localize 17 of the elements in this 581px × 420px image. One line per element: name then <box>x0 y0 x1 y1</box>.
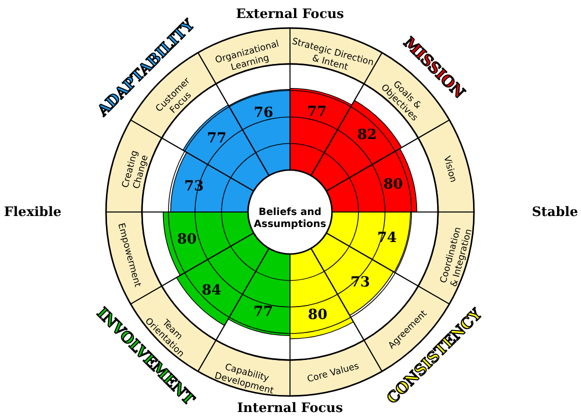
text: Internal Focus <box>237 401 343 416</box>
text: Stable <box>532 205 578 220</box>
text: Beliefs and Assumptions <box>254 207 326 230</box>
data-label: 80 <box>383 176 404 192</box>
data-label: 82 <box>357 126 377 143</box>
category-label: Vision <box>441 155 458 184</box>
data-label: 84 <box>202 282 222 299</box>
data-label: 80 <box>308 307 328 324</box>
text: External Focus <box>236 7 344 22</box>
data-label: 73 <box>350 274 370 290</box>
data-label: 77 <box>253 304 273 320</box>
data-label: 80 <box>177 232 197 248</box>
data-label: 76 <box>254 104 274 121</box>
category-label: Core Values <box>306 362 360 386</box>
data-label: 77 <box>206 130 226 147</box>
text: Flexible <box>4 205 62 220</box>
data-label: 77 <box>307 104 327 120</box>
